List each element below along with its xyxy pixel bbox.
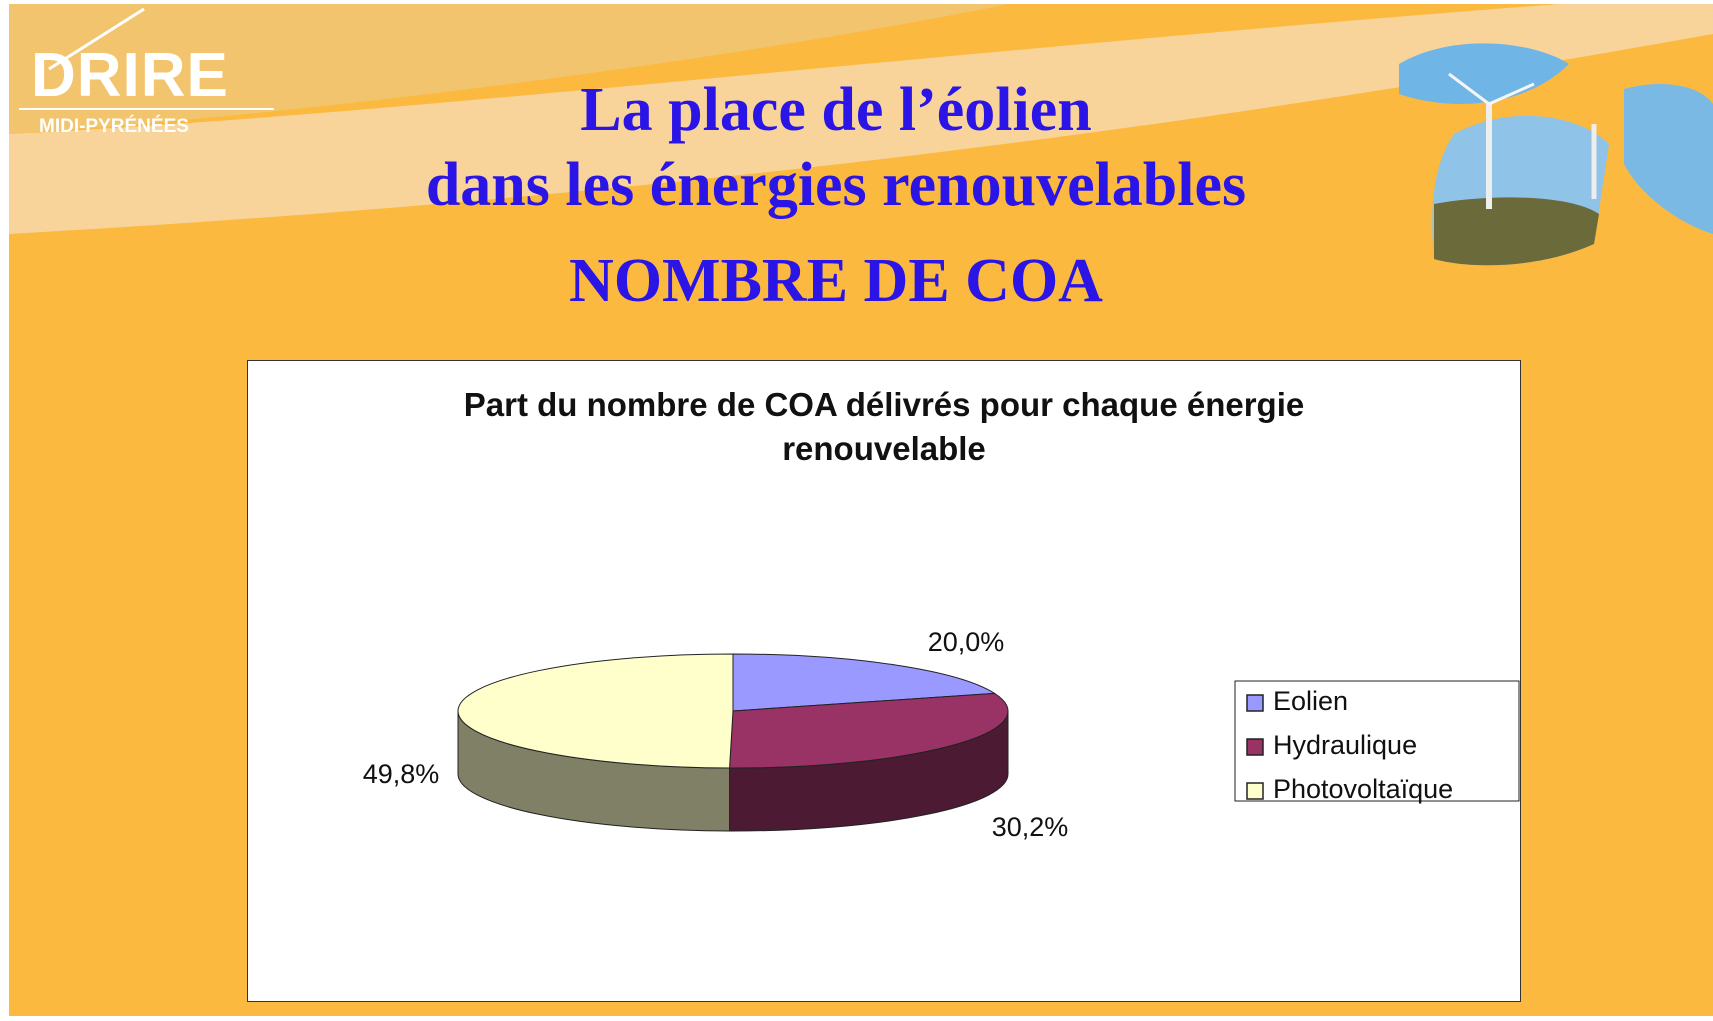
legend-swatch [1247,695,1263,711]
page: {"header": {"logo": "DRIRE", "logo_subti… [0,0,1713,1021]
slide-subtitle: NOMBRE DE COA [9,250,1663,312]
legend-swatch [1247,783,1263,799]
pie-chart: 20,0% 30,2% 49,8% Eolien Hydraulique Photovol… [248,361,1520,1001]
slide: DRIRE MIDI-PYRÉNÉES La place de l’éolien… [9,4,1713,1016]
slide-title: dans les énergies renouvelables [9,154,1663,216]
legend-label: Photovoltaïque [1273,774,1453,804]
chart-area: Part du nombre de COA délivrés pour chaq… [247,360,1521,1002]
data-label: 49,8% [363,759,440,789]
data-label: 30,2% [992,812,1069,842]
data-label: 20,0% [928,627,1005,657]
legend-label: Hydraulique [1273,730,1417,760]
legend-label: Eolien [1273,686,1348,716]
slide-title: La place de l’éolien [9,79,1663,141]
legend-swatch [1247,739,1263,755]
